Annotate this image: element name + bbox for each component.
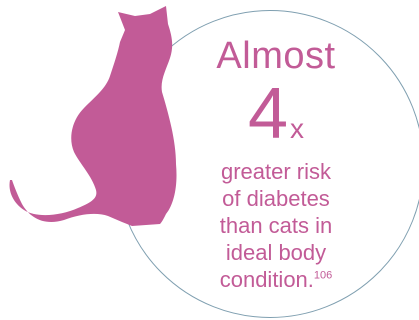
stat-multiplier: 4x — [196, 78, 356, 150]
stat-line: ideal body — [225, 240, 327, 265]
stat-line: greater risk — [220, 159, 332, 184]
stat-lead: Almost — [216, 35, 336, 77]
stat-line: than cats in — [219, 213, 333, 238]
stat-line: condition. — [219, 267, 314, 292]
stat-multiplier-symbol: x — [290, 113, 305, 144]
stat-number: 4 — [247, 74, 289, 154]
stat-line-last: condition.106 — [196, 266, 356, 293]
stat-description: greater risk of diabetes than cats in id… — [196, 158, 356, 293]
stat-text: Almost 4x greater risk of diabetes than … — [196, 32, 356, 293]
reference-superscript: 106 — [313, 269, 333, 282]
stat-line: of diabetes — [222, 186, 330, 211]
